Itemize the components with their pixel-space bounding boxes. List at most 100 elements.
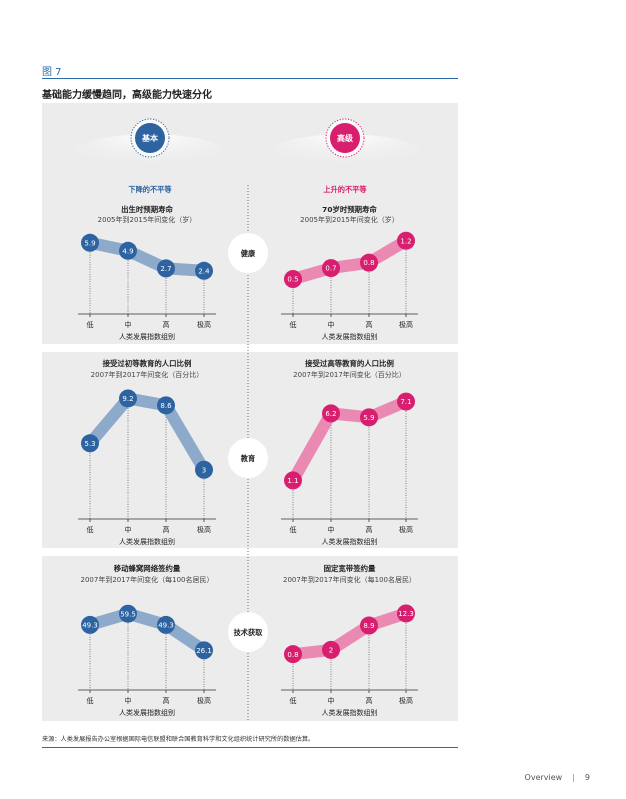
data-label: 12.3 [398, 610, 414, 618]
chart-subtitle: 2007年到2017年间变化（百分比） [91, 370, 204, 379]
data-point [397, 231, 415, 250]
data-point [81, 615, 99, 634]
chart-subtitle: 2007年到2017年间变化（每100名居民） [283, 575, 416, 584]
tick-label: 低 [87, 525, 94, 534]
data-point [195, 261, 213, 280]
advanced-badge-label: 高级 [337, 133, 354, 143]
row-label-3: 技术获取 [234, 628, 264, 637]
page-footer: Overview | 9 [525, 773, 590, 782]
chart-title: 固定宽带签约量 [324, 564, 376, 573]
data-label: 0.8 [287, 651, 298, 659]
advanced-halo [263, 134, 427, 182]
source-note: 来源：人类发展报告办公室根据国际电信联盟和联合国教育科学和文化组织统计研究所的数… [42, 736, 315, 743]
chart-title: 70岁时预期寿命 [322, 205, 377, 214]
data-label: 2 [329, 647, 333, 655]
data-label: 2.4 [198, 267, 210, 275]
data-label: 5.9 [84, 239, 95, 247]
tick-label: 高 [163, 525, 170, 534]
basic-subtitle: 下降的不平等 [128, 185, 172, 194]
chart-5: 移动蜂窝网络签约量 2007年到2017年间变化（每100名居民） 49.3 59.5… [78, 564, 216, 717]
data-label: 8.6 [160, 402, 172, 410]
footer-page-number: 9 [584, 773, 590, 782]
data-label: 4.9 [122, 247, 133, 255]
footer-separator: | [572, 773, 575, 782]
row-circle-1 [228, 233, 268, 273]
tick-label: 极高 [197, 696, 211, 705]
tick-label: 极高 [399, 696, 413, 705]
chart-title: 移动蜂窝网络签约量 [114, 564, 181, 573]
data-point [119, 604, 137, 623]
tick-label: 低 [290, 320, 297, 329]
figure-title: 基础能力缓慢趋同，高级能力快速分化 [42, 90, 212, 101]
series-band [287, 607, 412, 661]
x-axis-label: 人类发展指数组别 [322, 537, 378, 546]
top-rule [42, 78, 458, 79]
x-axis-label: 人类发展指数组别 [322, 708, 378, 717]
data-label: 0.5 [287, 276, 298, 284]
tick-label: 低 [290, 696, 297, 705]
chart-6: 固定宽带签约量 2007年到2017年间变化（每100名居民） 0.8 2 8.9 12.… [281, 564, 418, 717]
series-band [84, 392, 210, 476]
data-label: 3 [202, 466, 206, 474]
row-label-1: 健康 [241, 249, 256, 258]
tick-label: 中 [328, 320, 335, 329]
row-circle-2 [228, 438, 268, 478]
x-axis-label: 人类发展指数组别 [322, 332, 378, 341]
data-label: 2.7 [160, 265, 171, 273]
data-label: 5.9 [363, 414, 374, 422]
advanced-subtitle: 上升的不平等 [323, 185, 367, 194]
data-point [284, 645, 302, 664]
data-point [119, 389, 137, 408]
data-point [81, 434, 99, 453]
data-point [397, 604, 415, 623]
row-circle-3 [228, 612, 268, 652]
data-point [119, 241, 137, 260]
data-label: 59.5 [120, 610, 136, 618]
data-label: 26.1 [196, 647, 212, 655]
data-point [322, 404, 340, 423]
chart-3: 接受过初等教育的人口比例 2007年到2017年间变化（百分比） 5.3 9.2 8.6… [78, 359, 216, 546]
series-band [287, 395, 412, 487]
row-label-2: 教育 [240, 454, 255, 463]
tick-label: 高 [366, 525, 373, 534]
series-band [84, 607, 210, 657]
x-axis-label: 人类发展指数组别 [119, 332, 175, 341]
tick-label: 高 [163, 320, 170, 329]
data-point [360, 408, 378, 427]
data-label: 0.7 [325, 265, 336, 273]
data-label: 9.2 [122, 395, 133, 403]
data-point [195, 641, 213, 660]
basic-badge-label: 基本 [141, 133, 158, 143]
data-point [157, 396, 175, 415]
footer-section: Overview [524, 773, 563, 782]
chart-title: 接受过初等教育的人口比例 [103, 359, 192, 368]
tick-label: 低 [290, 525, 297, 534]
basic-halo [68, 134, 232, 182]
data-point [322, 640, 340, 659]
data-point [284, 270, 302, 289]
basic-badge [135, 123, 165, 153]
tick-label: 中 [328, 696, 335, 705]
tick-label: 极高 [399, 525, 413, 534]
x-axis-label: 人类发展指数组别 [119, 708, 175, 717]
chart-subtitle: 2007年到2017年间变化（百分比） [293, 370, 406, 379]
tick-label: 高 [366, 320, 373, 329]
data-point [397, 392, 415, 411]
tick-label: 极高 [197, 320, 211, 329]
data-point [81, 233, 99, 252]
x-axis-label: 人类发展指数组别 [119, 537, 175, 546]
series-band [84, 236, 210, 277]
chart-subtitle: 2005年到2015年间变化（岁） [300, 215, 399, 224]
figure-label: 图 7 [42, 67, 62, 78]
tick-label: 低 [87, 320, 94, 329]
data-label: 49.3 [158, 622, 174, 630]
data-point [157, 259, 175, 278]
chart-4: 接受过高等教育的人口比例 2007年到2017年间变化（百分比） 1.1 6.2 5.9… [281, 359, 418, 546]
chart-subtitle: 2007年到2017年间变化（每100名居民） [81, 575, 214, 584]
data-point [195, 460, 213, 479]
advanced-badge [330, 123, 360, 153]
data-label: 0.8 [363, 259, 374, 267]
